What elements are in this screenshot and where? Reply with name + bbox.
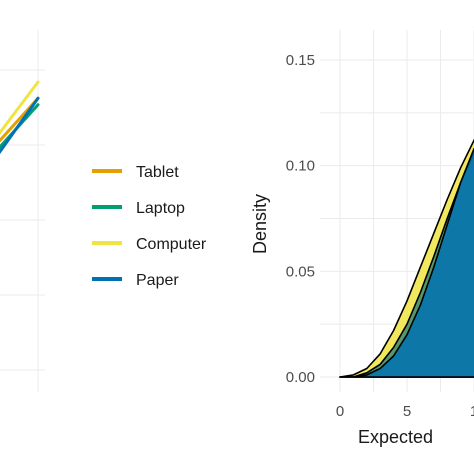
legend-label-laptop: Laptop [136, 200, 185, 217]
left-line-panel [0, 30, 45, 392]
y-tick-label: 0.05 [286, 263, 315, 280]
x-tick-label: 1 [470, 403, 474, 420]
line-series-laptop [0, 103, 40, 150]
legend-label-tablet: Tablet [136, 164, 179, 181]
y-tick-label: 0.10 [286, 158, 315, 175]
legend-label-computer: Computer [136, 236, 207, 253]
x-axis-title: Expected [358, 427, 433, 447]
legend: Tablet Laptop Computer Paper [92, 164, 207, 289]
legend-item-computer: Computer [92, 236, 207, 253]
y-axis-title: Density [250, 194, 270, 254]
left-gridlines [0, 30, 45, 392]
legend-item-laptop: Laptop [92, 200, 185, 217]
y-tick-label: 0.00 [286, 369, 315, 386]
legend-item-tablet: Tablet [92, 164, 179, 181]
y-tick-label: 0.15 [286, 52, 315, 69]
right-density-areas [339, 138, 474, 378]
line-series-paper [0, 96, 40, 155]
left-series-lines [0, 80, 40, 155]
legend-label-paper: Paper [136, 272, 179, 289]
x-tick-label: 0 [336, 403, 344, 420]
y-tick-labels: 0.00 0.05 0.10 0.15 [286, 52, 315, 386]
line-series-computer [0, 80, 40, 136]
right-density-panel: 0.00 0.05 0.10 0.15 0 5 1 Density Expected [250, 30, 474, 447]
x-tick-label: 5 [403, 403, 411, 420]
density-area-group [339, 138, 474, 378]
legend-item-paper: Paper [92, 272, 179, 289]
density-area-paper [339, 147, 474, 378]
x-tick-labels: 0 5 1 [336, 403, 474, 420]
